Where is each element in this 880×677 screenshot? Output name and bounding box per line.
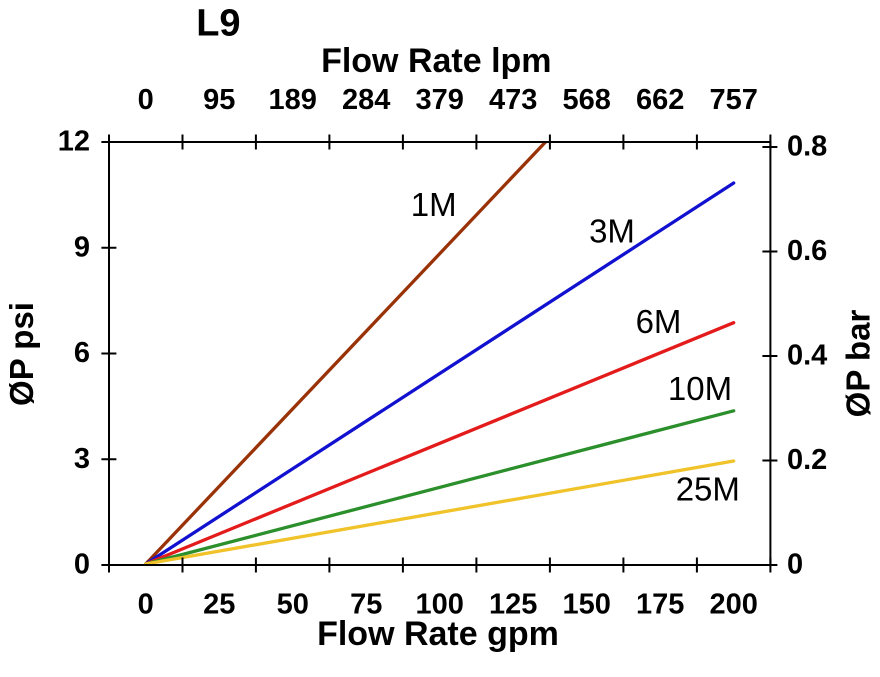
- svg-text:ØP psi: ØP psi: [3, 302, 40, 406]
- svg-text:3M: 3M: [589, 212, 635, 249]
- svg-text:1M: 1M: [411, 186, 457, 223]
- svg-text:125: 125: [489, 589, 537, 621]
- svg-text:95: 95: [203, 84, 235, 116]
- svg-text:0.2: 0.2: [787, 444, 827, 476]
- svg-text:L9: L9: [196, 3, 240, 45]
- svg-text:Flow Rate gpm: Flow Rate gpm: [317, 615, 559, 653]
- svg-text:189: 189: [269, 84, 317, 116]
- svg-text:0: 0: [74, 549, 90, 581]
- svg-text:175: 175: [636, 589, 684, 621]
- svg-text:757: 757: [710, 84, 758, 116]
- svg-text:284: 284: [342, 84, 390, 116]
- svg-text:10M: 10M: [668, 370, 732, 407]
- svg-text:0: 0: [138, 589, 154, 621]
- svg-text:568: 568: [563, 84, 611, 116]
- svg-text:0: 0: [787, 549, 803, 581]
- svg-text:0.4: 0.4: [787, 340, 827, 372]
- svg-text:473: 473: [489, 84, 537, 116]
- svg-text:75: 75: [350, 589, 382, 621]
- svg-text:9: 9: [74, 231, 90, 263]
- svg-text:3: 3: [74, 443, 90, 475]
- svg-text:12: 12: [58, 126, 90, 158]
- svg-text:150: 150: [563, 589, 611, 621]
- svg-text:200: 200: [710, 589, 758, 621]
- svg-text:50: 50: [277, 589, 309, 621]
- svg-text:0.8: 0.8: [787, 131, 827, 163]
- svg-text:ØP bar: ØP bar: [840, 310, 877, 418]
- svg-text:6: 6: [74, 337, 90, 369]
- svg-text:25: 25: [203, 589, 235, 621]
- svg-text:100: 100: [416, 589, 464, 621]
- svg-text:0: 0: [138, 84, 154, 116]
- svg-text:Flow Rate lpm: Flow Rate lpm: [321, 42, 551, 80]
- svg-text:0.6: 0.6: [787, 235, 827, 267]
- svg-text:662: 662: [636, 84, 684, 116]
- svg-text:6M: 6M: [636, 303, 682, 340]
- svg-text:25M: 25M: [676, 470, 740, 507]
- svg-text:379: 379: [416, 84, 464, 116]
